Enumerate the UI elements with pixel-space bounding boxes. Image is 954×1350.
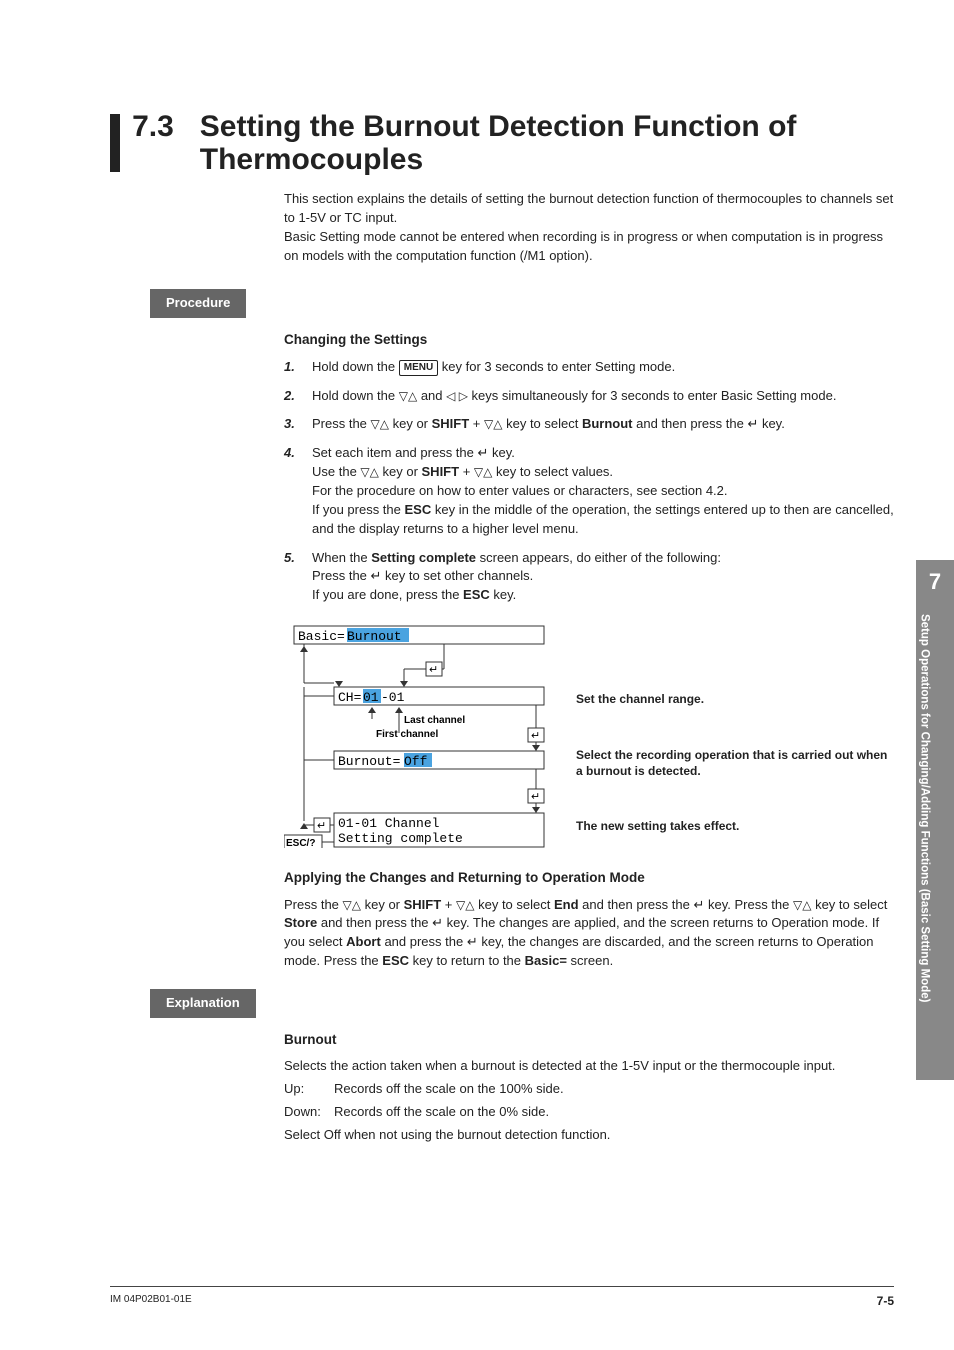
svg-text:↵: ↵: [531, 791, 540, 803]
explanation-key: Down:: [284, 1103, 334, 1122]
heading-bar: [110, 114, 120, 172]
step-body: Hold down the ▽△ and ◁ ▷ keys simultaneo…: [312, 387, 894, 406]
explanation-label: Explanation: [150, 989, 256, 1018]
explanation-val: Records off the scale on the 0% side.: [334, 1103, 549, 1122]
step-body: When the Setting complete screen appears…: [312, 549, 894, 606]
step-number: 3.: [284, 415, 312, 434]
arrow-keys-icon: ▽△: [399, 389, 417, 403]
arrow-keys-icon: ▽△: [371, 417, 389, 431]
enter-key-icon: ↵: [432, 915, 443, 930]
arrow-keys-icon: ▽△: [360, 465, 378, 479]
svg-text:-01: -01: [381, 690, 405, 705]
procedure-subheading: Changing the Settings: [284, 330, 894, 350]
tab-number: 7: [916, 560, 954, 604]
svg-text:First channel: First channel: [376, 729, 438, 740]
svg-text:Setting complete: Setting complete: [338, 831, 463, 846]
arrow-keys-icon: ▽△: [793, 898, 811, 912]
svg-text:↵: ↵: [317, 820, 326, 832]
svg-text:Burnout=: Burnout=: [338, 754, 401, 769]
svg-text:01-01 Channel: 01-01 Channel: [338, 816, 440, 831]
step-item: 3.Press the ▽△ key or SHIFT + ▽△ key to …: [284, 415, 894, 434]
step-body: Set each item and press the ↵ key.Use th…: [312, 444, 894, 538]
svg-text:Basic=: Basic=: [298, 629, 345, 644]
explanation-body: Burnout Selects the action taken when a …: [284, 1030, 894, 1145]
svg-text:ESC/?: ESC/?: [286, 838, 315, 848]
procedure-body: Changing the Settings 1.Hold down the ME…: [284, 330, 894, 605]
page: 7.3 Setting the Burnout Detection Functi…: [0, 0, 954, 1350]
menu-key-icon: MENU: [399, 360, 438, 376]
arrow-keys-icon: ◁ ▷: [446, 389, 468, 403]
svg-text:Last channel: Last channel: [404, 715, 465, 726]
explanation-row: Up: Records off the scale on the 100% si…: [284, 1080, 894, 1099]
step-item: 4.Set each item and press the ↵ key.Use …: [284, 444, 894, 538]
enter-key-icon: ↵: [371, 568, 382, 583]
step-number: 4.: [284, 444, 312, 538]
svg-text:CH=: CH=: [338, 690, 362, 705]
step-body: Press the ▽△ key or SHIFT + ▽△ key to se…: [312, 415, 894, 434]
enter-key-icon: ↵: [693, 897, 704, 912]
step-number: 2.: [284, 387, 312, 406]
caption-recording-op: Select the recording operation that is c…: [576, 747, 894, 779]
arrow-keys-icon: ▽△: [456, 898, 474, 912]
applying-heading: Applying the Changes and Returning to Op…: [284, 868, 894, 888]
enter-key-icon: ↵: [477, 445, 488, 460]
svg-text:Off: Off: [404, 754, 427, 769]
intro-line: This section explains the details of set…: [284, 190, 894, 228]
arrow-keys-icon: ▽△: [484, 417, 502, 431]
enter-key-icon: ↵: [467, 934, 478, 949]
step-item: 2.Hold down the ▽△ and ◁ ▷ keys simultan…: [284, 387, 894, 406]
step-number: 1.: [284, 358, 312, 377]
applying-block: Applying the Changes and Returning to Op…: [284, 868, 894, 971]
explanation-intro: Selects the action taken when a burnout …: [284, 1057, 894, 1076]
step-body: Hold down the MENU key for 3 seconds to …: [312, 358, 894, 377]
page-footer: IM 04P02B01-01E 7-5: [110, 1286, 894, 1310]
svg-text:Burnout: Burnout: [347, 629, 402, 644]
procedure-label: Procedure: [150, 289, 246, 318]
step-item: 5.When the Setting complete screen appea…: [284, 549, 894, 606]
heading-title: Setting the Burnout Detection Function o…: [200, 110, 894, 176]
steps-list: 1.Hold down the MENU key for 3 seconds t…: [284, 358, 894, 605]
tab-text: Setup Operations for Changing/Adding Fun…: [916, 604, 933, 1074]
side-tab: 7 Setup Operations for Changing/Adding F…: [916, 560, 954, 1080]
explanation-row: Down: Records off the scale on the 0% si…: [284, 1103, 894, 1122]
section-heading: 7.3 Setting the Burnout Detection Functi…: [110, 110, 894, 176]
svg-text:01: 01: [363, 690, 379, 705]
arrow-keys-icon: ▽△: [474, 465, 492, 479]
applying-text: Press the ▽△ key or SHIFT + ▽△ key to se…: [284, 896, 894, 971]
footer-left: IM 04P02B01-01E: [110, 1293, 192, 1310]
explanation-val: Records off the scale on the 100% side.: [334, 1080, 564, 1099]
intro-paragraph: This section explains the details of set…: [284, 190, 894, 265]
diagram: Basic=Burnout ↵ CH=01-01 Last channel First …: [284, 623, 894, 848]
explanation-key: Up:: [284, 1080, 334, 1099]
caption-channel-range: Set the channel range.: [576, 691, 894, 707]
explanation-heading: Burnout: [284, 1030, 894, 1050]
caption-new-setting: The new setting takes effect.: [576, 818, 894, 834]
enter-key-icon: ↵: [747, 416, 758, 431]
svg-text:↵: ↵: [429, 664, 438, 676]
footer-right: 7-5: [877, 1293, 894, 1310]
arrow-keys-icon: ▽△: [343, 898, 361, 912]
diagram-svg: Basic=Burnout ↵ CH=01-01 Last channel First …: [284, 623, 554, 848]
heading-number: 7.3: [132, 110, 174, 143]
svg-text:↵: ↵: [531, 730, 540, 742]
intro-line: Basic Setting mode cannot be entered whe…: [284, 228, 894, 266]
step-item: 1.Hold down the MENU key for 3 seconds t…: [284, 358, 894, 377]
diagram-captions: Set the channel range. Select the record…: [576, 623, 894, 848]
explanation-outro: Select Off when not using the burnout de…: [284, 1126, 894, 1145]
step-number: 5.: [284, 549, 312, 606]
